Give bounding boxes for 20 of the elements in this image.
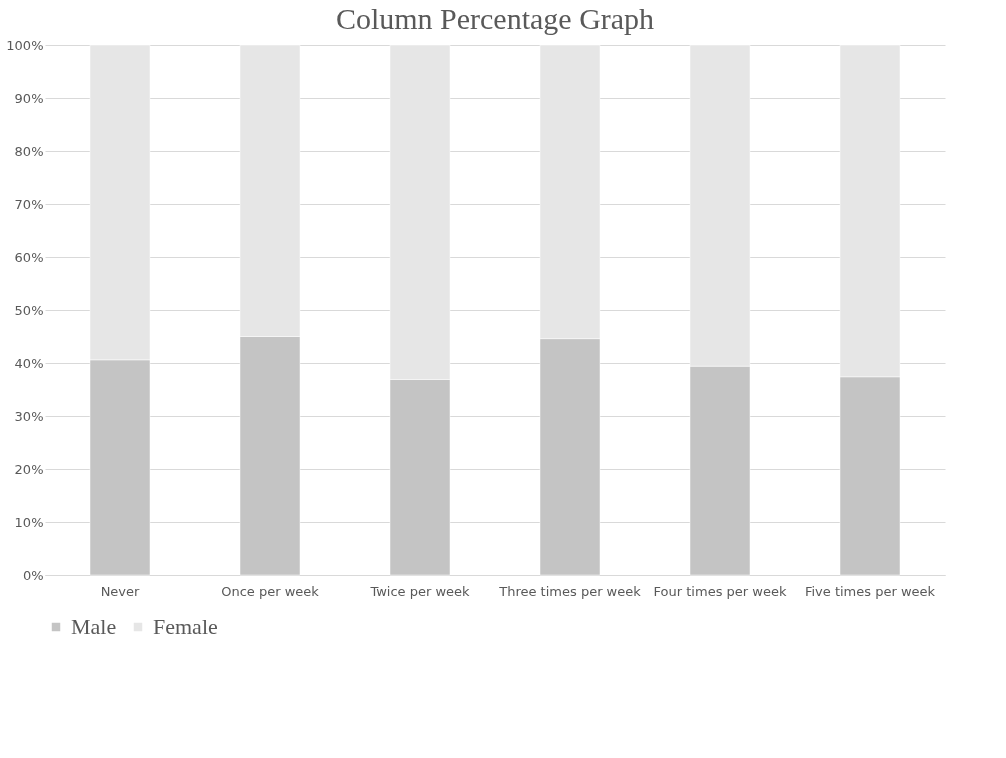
y-tick-label: 100% xyxy=(6,37,44,53)
x-tick-label: Five times per week xyxy=(804,583,936,599)
y-tick-label: 70% xyxy=(14,196,44,212)
x-tick-label: Four times per week xyxy=(653,583,787,599)
y-tick-label: 20% xyxy=(14,461,44,477)
x-tick-label: Three times per week xyxy=(498,583,642,599)
legend-label: Female xyxy=(153,614,218,639)
chart-title: Column Percentage Graph xyxy=(335,2,655,35)
y-tick-label: 30% xyxy=(14,408,44,424)
y-tick-label: 60% xyxy=(14,249,44,265)
y-tick-label: 0% xyxy=(22,567,44,583)
x-tick-label: Once per week xyxy=(221,583,320,599)
legend-label: Male xyxy=(71,614,117,639)
y-tick-label: 10% xyxy=(14,514,44,530)
x-tick-label: Never xyxy=(100,583,141,599)
y-tick-label: 50% xyxy=(14,302,44,318)
x-tick-label: Twice per week xyxy=(369,583,471,599)
y-tick-label: 80% xyxy=(14,143,44,159)
y-tick-label: 40% xyxy=(14,355,44,371)
y-tick-label: 90% xyxy=(14,90,44,106)
